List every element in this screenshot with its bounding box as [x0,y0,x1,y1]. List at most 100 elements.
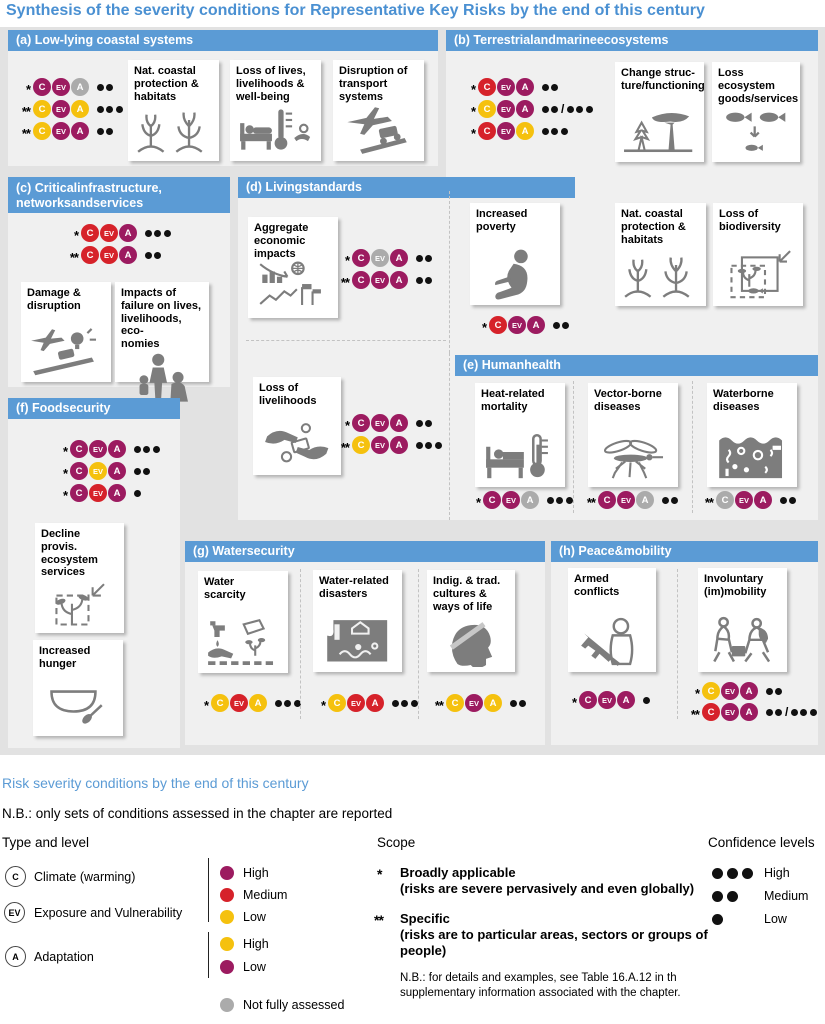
heat-mortality-icon [483,430,556,482]
risk-row: * C EV A [679,680,782,702]
panel-g-header: (g) Watersecurity [185,541,545,562]
indigenous-cultures-icon [435,616,506,667]
confidence-label: Medium [764,889,809,903]
panel-e: (e) Humanhealth Heat-related mortality V… [455,355,818,520]
exposure-symbol-icon: EV [4,902,25,923]
level-swatch [220,910,234,924]
ecosystem-goods-icon [720,106,791,157]
legend-divider [208,858,209,922]
risk-card: Loss of livelihoods [253,377,341,475]
card-text: Loss of biodiversity [719,208,781,233]
risk-row: * C EV A [455,76,558,98]
scope-note: N.B.: for details and examples, see Tabl… [400,972,681,999]
confidence-label: High [764,866,790,880]
risk-card: Increased hunger [33,640,123,736]
adaptation-symbol-icon: A [5,946,26,967]
mobility-icon [706,615,778,667]
divider [246,340,446,341]
panel-d-header: (d) Livingstandards [238,177,575,198]
card-text: Impacts of failure on lives, livelihoods… [121,287,202,350]
biodiversity-loss-icon [721,249,794,301]
risk-row: * C EV A [47,482,141,504]
card-text: Increased hunger [39,645,91,670]
divider [300,569,301,719]
risk-row: ** C EV A [10,120,113,142]
adaptation-label: Adaptation [34,950,94,964]
card-text: Heat-related mortality [481,388,545,413]
risk-row: * C EV A [329,247,432,269]
risk-row: * C EV A [455,120,568,142]
scope-marker: * [377,866,383,882]
card-text: Loss ecosystem goods/services [718,67,799,105]
transport-disruption-icon [341,103,415,156]
exposure-label: Exposure and Vulnerability [34,906,183,920]
climate-symbol-icon: C [5,866,26,887]
legend-divider [208,932,209,978]
coastal-habitat-icon [623,248,697,301]
legend-subtitle: Risk severity conditions by the end of t… [2,775,309,791]
risk-row: * C EV A [47,438,160,460]
risk-row: ** C EV A [329,434,442,456]
not-assessed-swatch [220,998,234,1012]
card-text: Loss of lives, livelihoods & well-being [236,65,306,103]
waterborne-icon [715,430,788,482]
divider [573,381,574,513]
risk-card: Armed conflicts [568,568,656,672]
card-text: Change struc- ture/functioning [621,67,705,92]
risk-card: Nat. coastal protection & habitats [128,60,219,161]
damage-disruption-icon [29,325,102,377]
risk-row: * C EV A [58,222,171,244]
panel-f-header: (f) Foodsecurity [8,398,180,419]
risk-row: ** C EV A [58,244,161,266]
level-swatch [220,960,234,974]
level-label: Low [243,960,266,974]
level-label: Medium [243,888,288,902]
level-swatch [220,937,234,951]
panel-a-header: (a) Low-lying coastal systems [8,30,438,51]
risk-row: * C EV A [47,460,150,482]
ecosystem-decline-icon [43,579,115,631]
risk-row: ** C EV A / [679,701,817,723]
confidence-item: Low [712,912,787,926]
panel-b-header: (b) Terrestrialandmarineecosystems [446,30,818,51]
confidence-item: Medium [712,889,808,903]
panel-a: (a) Low-lying coastal systems * C EV A ** C E… [8,30,438,166]
card-text: Vector-borne diseases [594,388,662,413]
not-assessed-label: Not fully assessed [243,998,345,1012]
level-label: High [243,937,269,951]
card-text: Waterborne diseases [713,388,774,413]
risk-row: * C EV A [460,489,573,511]
risk-row: ** C EV A [423,692,526,714]
risk-card: Water scarcity [198,571,288,673]
risk-card: Increased poverty [470,203,560,305]
risk-row: * C EV A [10,76,113,98]
armed-conflict-icon [576,616,647,667]
card-text: Nat. coastal protection & habitats [621,208,686,246]
scope-item-label: Specific [400,911,450,926]
risk-card: Decline provis. ecosystem services [35,523,124,633]
loss-of-lives-icon [238,103,312,156]
panel-f: (f) Foodsecurity * C EV A * C EV A * C EV A Decli… [8,398,180,748]
risk-card: Change struc- ture/functioning [615,62,705,162]
risk-row: ** C EV A [329,269,432,291]
risk-row: * C EV A [305,692,418,714]
divider [449,191,450,353]
risk-card: Loss of biodiversity [713,203,803,306]
risk-card: Waterborne diseases [707,383,797,487]
card-text: Disruption of transport systems [339,65,408,103]
divider [677,569,678,719]
card-text: Decline provis. ecosystem services [41,528,98,579]
risk-card: Loss ecosystem goods/services [712,62,800,162]
card-text: Aggregate economic impacts [254,222,309,260]
risk-card: Impacts of failure on lives, livelihoods… [115,282,209,402]
livelihoods-icon [261,419,332,470]
risk-card: Damage & disruption [21,282,111,382]
confidence-item: High [712,866,790,880]
scope-item-detail: (risks are to particular areas, sectors … [400,927,708,958]
panel-c-header: (c) Criticalinfrastructure, networksands… [8,177,230,213]
risk-card: Disruption of transport systems [333,60,424,161]
vector-borne-icon [596,430,669,482]
panel-g: (g) Watersecurity Water scarcity Water-r… [185,541,545,745]
ecosystem-structure-icon [623,105,695,157]
